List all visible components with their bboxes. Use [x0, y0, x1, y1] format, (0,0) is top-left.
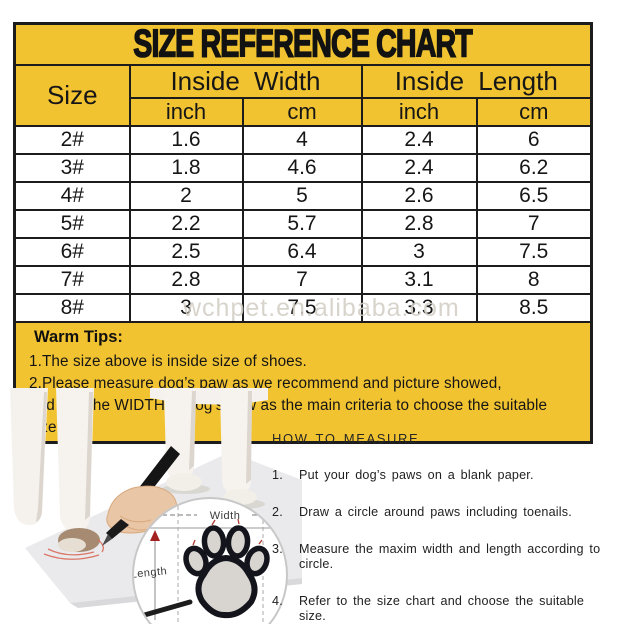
col-header-inside-length: Inside Length — [360, 64, 593, 99]
col-header-size: Size — [13, 64, 131, 127]
warm-tips-line-1: 1.The size above is inside size of shoes… — [29, 353, 307, 370]
dog-paw-toes — [58, 538, 86, 552]
measure-step: 4. Refer to the size chart and choose th… — [272, 594, 612, 624]
warm-tips-title: Warm Tips: — [34, 328, 123, 346]
dog-leg-shade — [246, 391, 252, 484]
cell-width-cm: 7 — [241, 265, 363, 295]
table-title-cell: SIZE REFERENCE CHART — [13, 21, 593, 66]
dog-measuring-photo: Width Length — [10, 388, 302, 624]
cell-length-cm: 8.5 — [475, 293, 593, 323]
page-title: SIZE REFERENCE CHART — [133, 21, 474, 66]
cell-width-inch: 2.2 — [128, 209, 244, 239]
cell-length-cm: 6.5 — [475, 181, 593, 211]
col-header-length-inch: inch — [360, 97, 478, 127]
size-reference-table: SIZE REFERENCE CHART Size Inside Width I… — [13, 21, 594, 444]
step-text: Draw a circle around paws including toen… — [299, 505, 573, 519]
paw-diagram: Width Length — [130, 506, 286, 624]
dog-leg — [10, 388, 48, 526]
cell-width-cm: 5 — [241, 181, 363, 211]
step-number: 4. — [272, 594, 283, 608]
cell-length-inch: 3 — [360, 237, 478, 267]
dog-leg-shade — [36, 392, 47, 522]
cell-length-cm: 7 — [475, 209, 593, 239]
cell-width-inch: 1.6 — [128, 125, 244, 155]
measure-step: 1. Put your dog’s paws on a blank paper. — [272, 468, 612, 483]
warm-tips-cell: Warm Tips: 1.The size above is inside si… — [13, 321, 593, 444]
arrowhead-up — [150, 530, 160, 541]
table-row: 6# 2.5 6.4 3 7.5 — [13, 237, 593, 267]
width-label: Width — [210, 510, 241, 522]
paw-toe — [201, 525, 227, 559]
cell-length-inch: 2.6 — [360, 181, 478, 211]
table-row: 8# 3 7.5 3.3 8.5 — [13, 293, 593, 323]
cell-size: 6# — [13, 237, 131, 267]
paw-main-pad — [195, 555, 258, 619]
measure-step: 2. Draw a circle around paws including t… — [272, 505, 612, 520]
table-title-row: SIZE REFERENCE CHART — [13, 21, 593, 66]
cell-size: 8# — [13, 293, 131, 323]
paw-toe — [183, 545, 209, 577]
warm-tips-line-2: 2.Please measure dog’s paw as we recomme… — [29, 375, 502, 392]
how-to-measure-title: HOW TO MEASURE — [272, 431, 420, 446]
length-label: Length — [130, 565, 168, 581]
cell-width-cm: 4 — [241, 125, 363, 155]
dog-leg — [220, 388, 252, 494]
cell-size: 2# — [13, 125, 131, 155]
dog-leg — [56, 388, 94, 532]
cell-size: 4# — [13, 181, 131, 211]
cell-length-cm: 8 — [475, 265, 593, 295]
dog-paw — [166, 473, 202, 491]
cell-length-cm: 6.2 — [475, 153, 593, 183]
col-header-width-cm: cm — [241, 97, 363, 127]
step-text: Refer to the size chart and choose the s… — [299, 594, 585, 623]
dog-leg-shade — [85, 392, 93, 520]
paw-toe — [225, 525, 251, 559]
cell-size: 3# — [13, 153, 131, 183]
cell-size: 5# — [13, 209, 131, 239]
cell-width-inch: 2.5 — [128, 237, 244, 267]
cell-width-cm: 5.7 — [241, 209, 363, 239]
step-number: 3. — [272, 542, 283, 556]
cell-width-cm: 6.4 — [241, 237, 363, 267]
step-text: Measure the maxim width and length accor… — [299, 542, 601, 571]
cell-width-inch: 1.8 — [128, 153, 244, 183]
cell-width-cm: 4.6 — [241, 153, 363, 183]
cell-length-inch: 2.4 — [360, 125, 478, 155]
table-row: 3# 1.8 4.6 2.4 6.2 — [13, 153, 593, 183]
cell-width-inch: 2.8 — [128, 265, 244, 295]
cell-length-inch: 3.3 — [360, 293, 478, 323]
step-text: Put your dog’s paws on a blank paper. — [299, 468, 534, 482]
table-header-row-2: inch cm inch cm — [15, 97, 593, 127]
measure-step: 3. Measure the maxim width and length ac… — [272, 542, 612, 572]
col-header-width-inch: inch — [128, 97, 244, 127]
pen-point — [102, 534, 112, 546]
table-row: 2# 1.6 4 2.4 6 — [13, 125, 593, 155]
table-row: 4# 2 5 2.6 6.5 — [13, 181, 593, 211]
col-header-inside-width: Inside Width — [128, 64, 363, 99]
drawn-line — [138, 599, 193, 619]
cell-width-cm: 7.5 — [241, 293, 363, 323]
cell-length-cm: 6 — [475, 125, 593, 155]
col-header-length-cm: cm — [475, 97, 593, 127]
paw-toe — [244, 545, 270, 577]
pencil-trace-marks — [43, 539, 104, 560]
cell-width-inch: 2 — [128, 181, 244, 211]
dog-leg-shade — [189, 391, 196, 470]
cell-width-inch: 3 — [128, 293, 244, 323]
table-row: 7# 2.8 7 3.1 8 — [13, 265, 593, 295]
how-to-measure-section: HOW TO MEASURE 1. Put your dog’s paws on… — [272, 431, 612, 624]
table-row: 5# 2.2 5.7 2.8 7 — [13, 209, 593, 239]
cell-length-inch: 2.4 — [360, 153, 478, 183]
cell-length-cm: 7.5 — [475, 237, 593, 267]
cell-length-inch: 3.1 — [360, 265, 478, 295]
table-header-row-1: Size Inside Width Inside Length — [13, 64, 593, 127]
pen-tip — [106, 519, 129, 539]
toe-tick-marks — [192, 518, 263, 546]
cell-length-inch: 2.8 — [360, 209, 478, 239]
warm-tips-row: Warm Tips: 1.The size above is inside si… — [13, 321, 593, 444]
step-number: 2. — [272, 505, 283, 519]
step-number: 1. — [272, 468, 283, 482]
cell-size: 7# — [13, 265, 131, 295]
